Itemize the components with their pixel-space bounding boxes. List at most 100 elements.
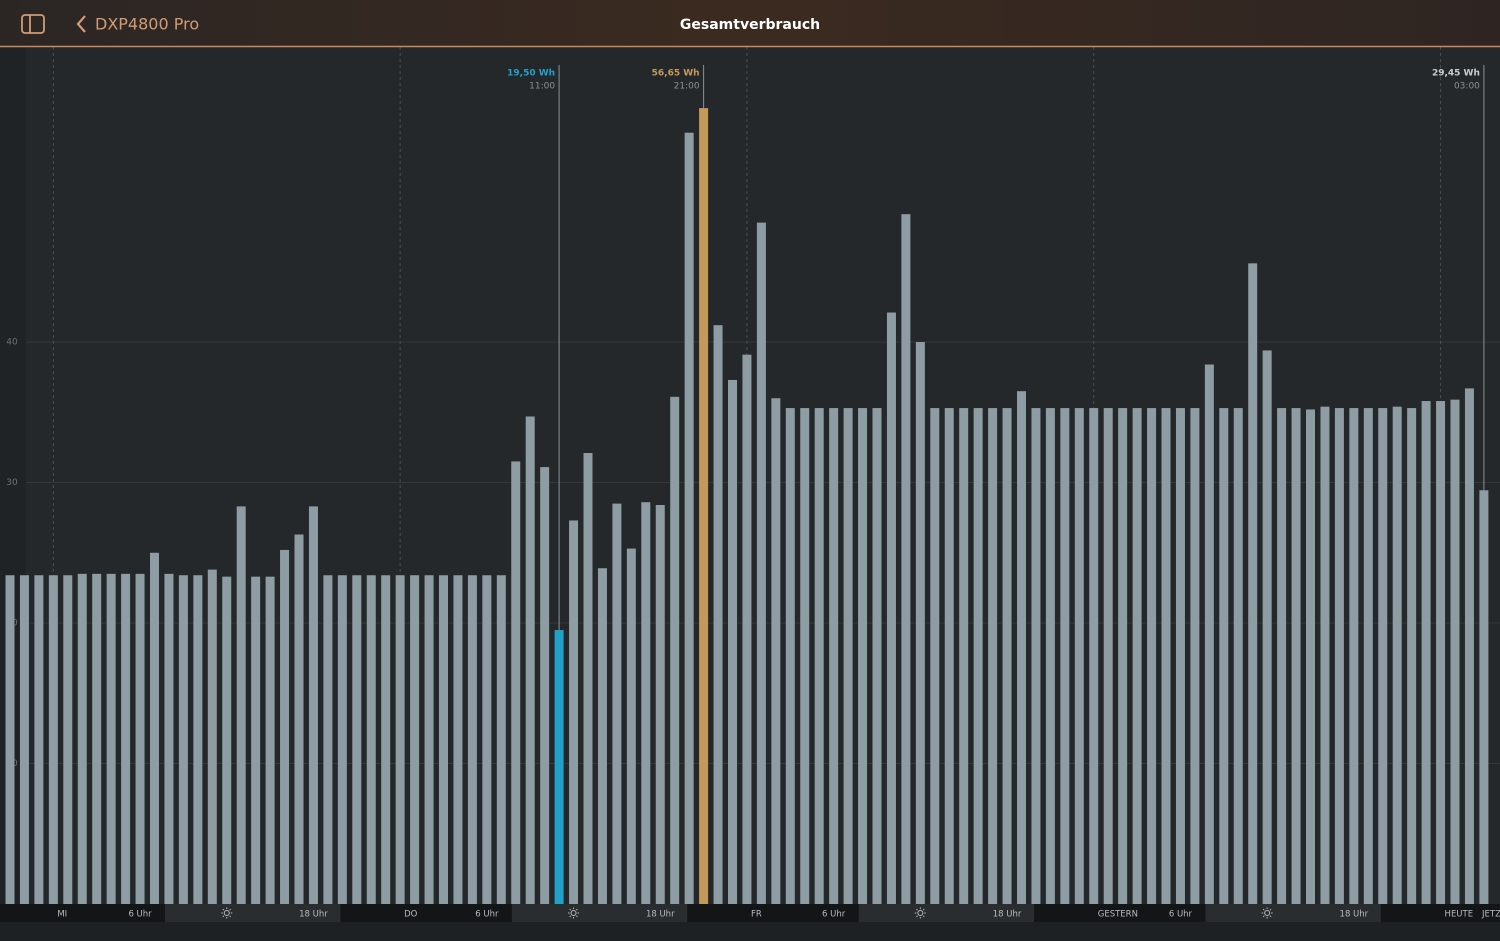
sun-core [570,910,577,916]
sun-ray [1262,908,1265,911]
bar [1277,408,1287,904]
bar [193,575,203,904]
bar [352,575,362,904]
bar [1132,408,1142,904]
bar [1291,408,1301,904]
bar [1349,408,1359,904]
bar [1089,408,1099,904]
sun-ray [229,915,231,918]
bar [988,408,998,904]
bar [19,575,29,904]
footer [0,922,1500,941]
day-band [1205,904,1381,922]
sun-ray [576,908,578,911]
sun-ray [916,908,918,911]
bar [496,575,506,904]
sun-ray [569,908,572,911]
bar [930,408,940,904]
bar [1320,406,1330,904]
bar [1147,408,1157,904]
bar [482,575,492,904]
time-label: 6 Uhr [822,910,846,920]
bar [207,569,217,904]
bar [424,575,434,904]
bar [308,506,318,904]
bar [554,630,564,904]
back-label[interactable]: DXP4800 Pro [95,15,199,34]
time-axis [0,904,1500,922]
bar [901,214,911,904]
sun-core [1264,910,1271,916]
y-tick-label: 40 [6,338,18,348]
bar [5,575,15,904]
time-label: GESTERN [1098,910,1138,920]
value-label: 56,65 Wh [652,69,700,79]
bar [121,573,131,904]
bar [265,576,275,904]
bar [410,575,420,904]
time-axis-labels: MI 6 Uhr 18 Uhr DO 6 Uhr 18 Uhr FR 6 Uhr 18 Uhr G… [47,904,1500,922]
bar [178,575,188,904]
bar [222,576,232,904]
bar [164,573,174,904]
bar [597,568,607,904]
bar [1161,408,1171,904]
bar [1363,408,1373,904]
sidebar-button[interactable] [21,14,45,34]
time-label: FR [751,910,762,920]
sun-core [917,910,924,916]
sun-ray [1262,915,1265,918]
bar [294,534,304,904]
sun-ray [222,908,225,911]
bar [439,575,448,904]
sun-icon [1261,907,1273,919]
bar [583,453,593,904]
bar [1421,401,1431,904]
bar [1103,408,1113,904]
bar [1074,408,1084,904]
bar [48,575,58,904]
time-label: MI [57,910,67,920]
bar [641,502,651,904]
bar [872,408,882,904]
bar [670,396,680,904]
day-band [165,904,341,922]
bar [381,575,391,904]
back-chevron[interactable] [76,15,86,33]
bar [34,575,44,904]
bar [1479,490,1489,904]
bar [800,408,810,904]
bar [959,408,969,904]
back-button[interactable]: DXP4800 Pro [76,15,199,34]
bar [280,549,290,904]
bar [1407,408,1417,904]
bar [886,312,896,904]
bar [1060,408,1070,904]
bar [540,467,550,904]
bar [944,408,954,904]
bar [1031,408,1041,904]
sun-ray [569,915,572,918]
bar [756,222,766,905]
sidebar-icon[interactable] [21,14,45,34]
bar [829,408,839,904]
time-label: HEUTE [1445,910,1474,920]
bar [771,398,781,904]
sun-icon [568,907,580,919]
bar [92,573,102,904]
sun-icon [914,907,926,919]
bar [106,573,116,904]
bar [569,520,579,904]
bar [1045,408,1055,904]
bar [843,408,853,904]
bar [467,575,477,904]
bar [655,505,665,904]
bar [713,325,723,904]
sun-ray [916,915,918,918]
bar [1190,408,1200,904]
bar [626,548,636,904]
header [0,0,1500,47]
